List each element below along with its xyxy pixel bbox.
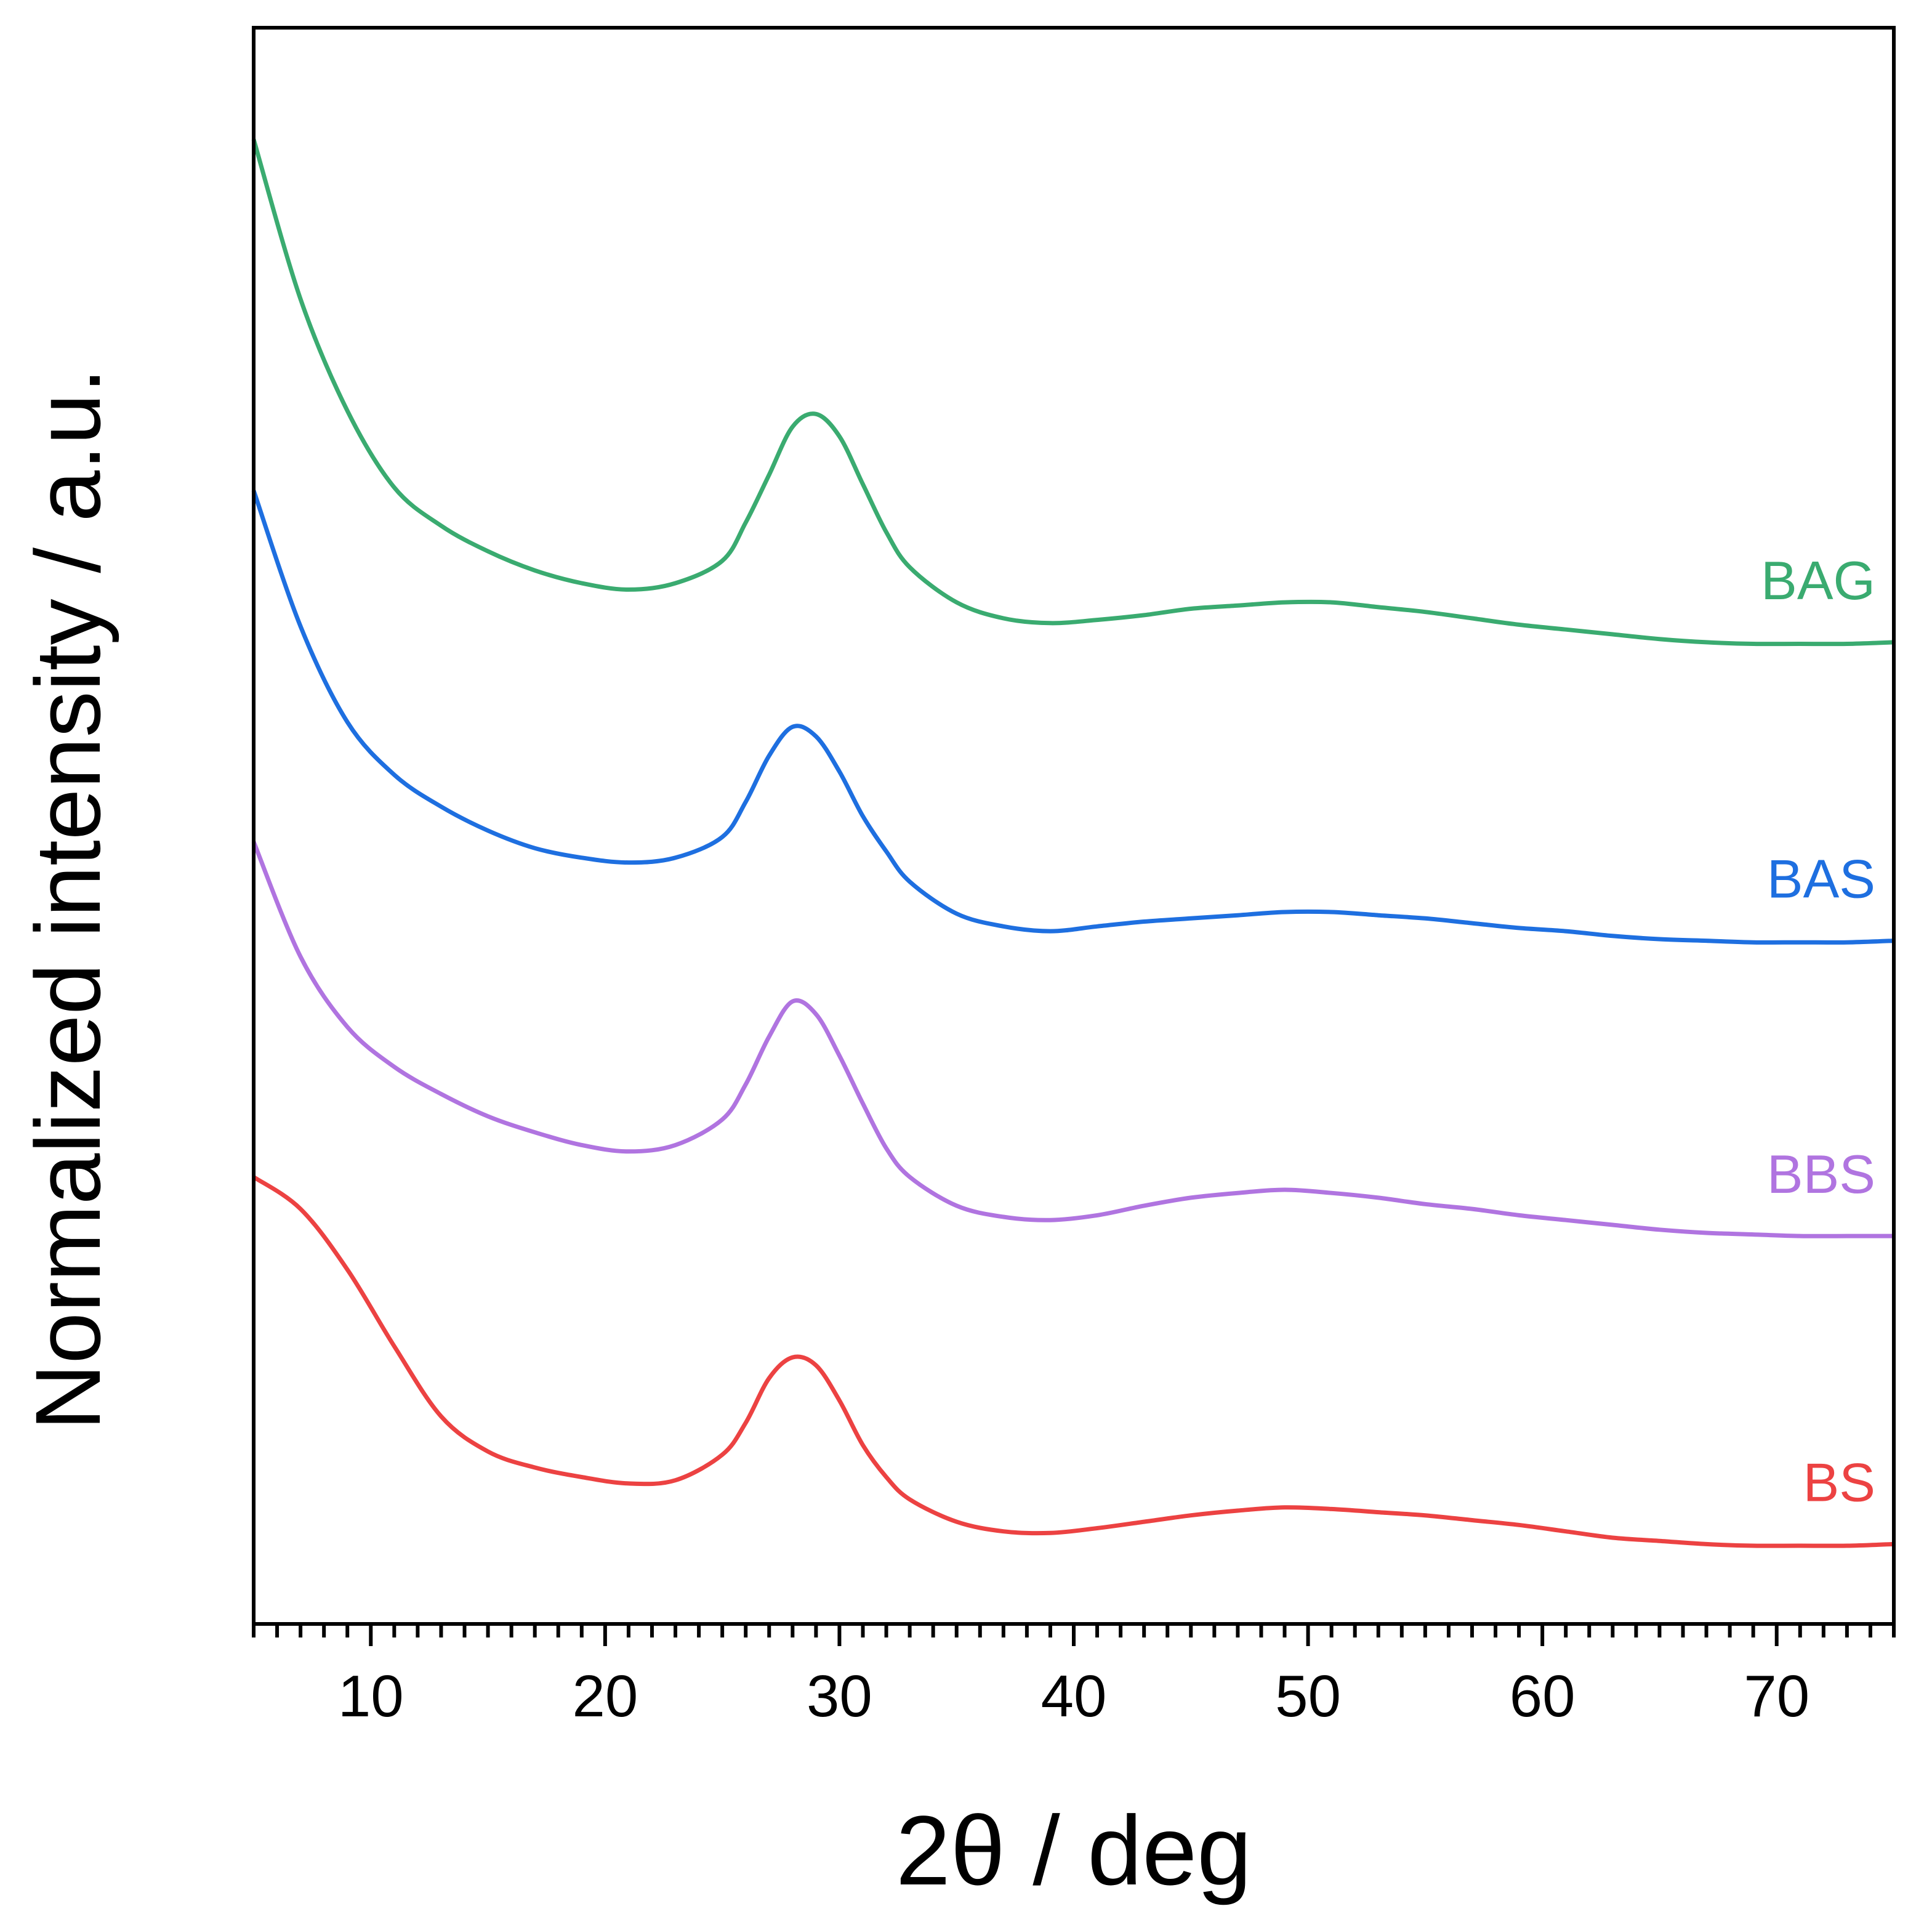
y-axis-title: Normalized intensity / a.u. <box>16 368 119 1431</box>
x-tick-label: 50 <box>1275 1663 1341 1729</box>
series-label-bs: BS <box>1803 1452 1875 1512</box>
x-tick-label: 40 <box>1041 1663 1107 1729</box>
plot-frame <box>252 26 1896 1626</box>
x-axis-ticks <box>252 1624 1896 1646</box>
series-label-bbs: BBS <box>1767 1144 1875 1205</box>
series-label-bas: BAS <box>1767 849 1875 910</box>
x-tick-label: 30 <box>807 1663 872 1729</box>
x-tick-label: 70 <box>1744 1663 1809 1729</box>
series-label-layer: BAG BAS BBS BS <box>1761 550 1875 1512</box>
x-tick-label: 10 <box>338 1663 404 1729</box>
series-layer <box>251 139 1894 1548</box>
x-tick-label: 60 <box>1510 1663 1576 1729</box>
series-line-bs <box>252 1175 1894 1548</box>
x-axis-tick-labels: 10 20 30 40 50 60 70 <box>338 1663 1809 1729</box>
series-line-bas <box>251 490 1894 945</box>
x-axis-title: 2θ / deg <box>896 1795 1252 1905</box>
series-label-bag: BAG <box>1761 550 1875 611</box>
x-tick-label: 20 <box>572 1663 638 1729</box>
series-line-bag <box>251 139 1894 647</box>
series-line-bbs <box>251 841 1894 1238</box>
